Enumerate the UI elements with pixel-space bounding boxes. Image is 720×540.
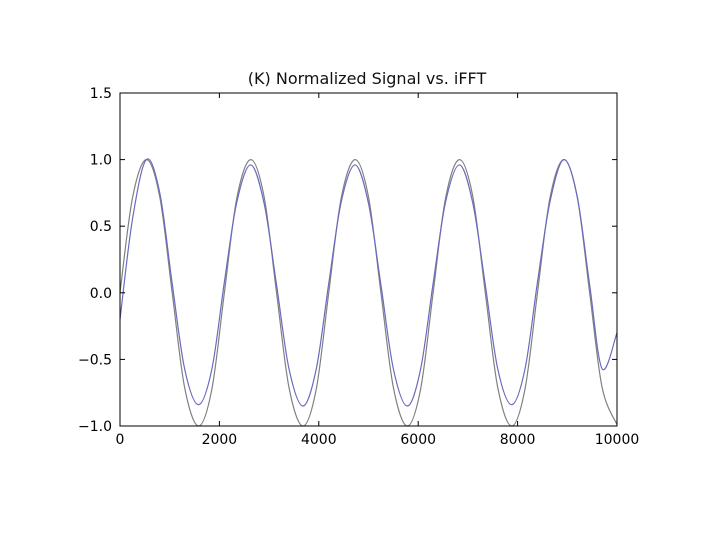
series-layer: [119, 158, 618, 427]
ticks-layer: 0 2000 4000 6000 8000 10000 −1.0 −0.5 0.0 0.5 1.0 1…: [78, 86, 639, 448]
x-tick-label: 0: [116, 432, 125, 448]
chart-title: (K) Normalized Signal vs. iFFT: [248, 69, 487, 88]
plot-area-frame: [119, 92, 618, 427]
x-tick-label: 6000: [400, 432, 436, 448]
x-tick-label: 2000: [202, 432, 238, 448]
y-tick-label: 0.5: [90, 219, 112, 235]
x-tick-label: 4000: [301, 432, 337, 448]
x-tick-label: 8000: [500, 432, 536, 448]
x-tick-label: 10000: [595, 432, 640, 448]
series-line-1: [119, 158, 618, 427]
y-tick-label: −1.0: [78, 419, 112, 435]
y-tick-label: 1.0: [90, 153, 112, 169]
y-tick-label: 0.0: [90, 286, 112, 302]
y-tick-label: 1.5: [90, 86, 112, 102]
y-tick-label: −0.5: [78, 352, 112, 368]
series-line-2: [119, 158, 618, 407]
